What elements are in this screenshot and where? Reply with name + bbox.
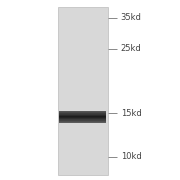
Bar [59, 121, 106, 122]
Bar [58, 7, 108, 175]
Bar [59, 111, 106, 123]
Bar [59, 115, 106, 116]
Bar [59, 120, 106, 121]
Bar [59, 122, 106, 123]
Bar [59, 118, 106, 119]
Bar [59, 114, 106, 115]
Bar [59, 119, 106, 120]
Bar [59, 116, 106, 117]
Bar [59, 118, 106, 119]
Bar [59, 112, 106, 113]
Text: 15kd: 15kd [121, 109, 141, 118]
Text: 10kd: 10kd [121, 152, 141, 161]
Bar [59, 111, 106, 112]
Bar [59, 120, 106, 121]
Bar [59, 117, 106, 118]
Bar [59, 114, 106, 115]
Bar [59, 111, 106, 112]
Text: 35kd: 35kd [121, 14, 141, 22]
Bar [59, 113, 106, 114]
Bar [59, 112, 106, 113]
Bar [59, 117, 106, 118]
Bar [59, 121, 106, 122]
Text: 25kd: 25kd [121, 44, 141, 53]
